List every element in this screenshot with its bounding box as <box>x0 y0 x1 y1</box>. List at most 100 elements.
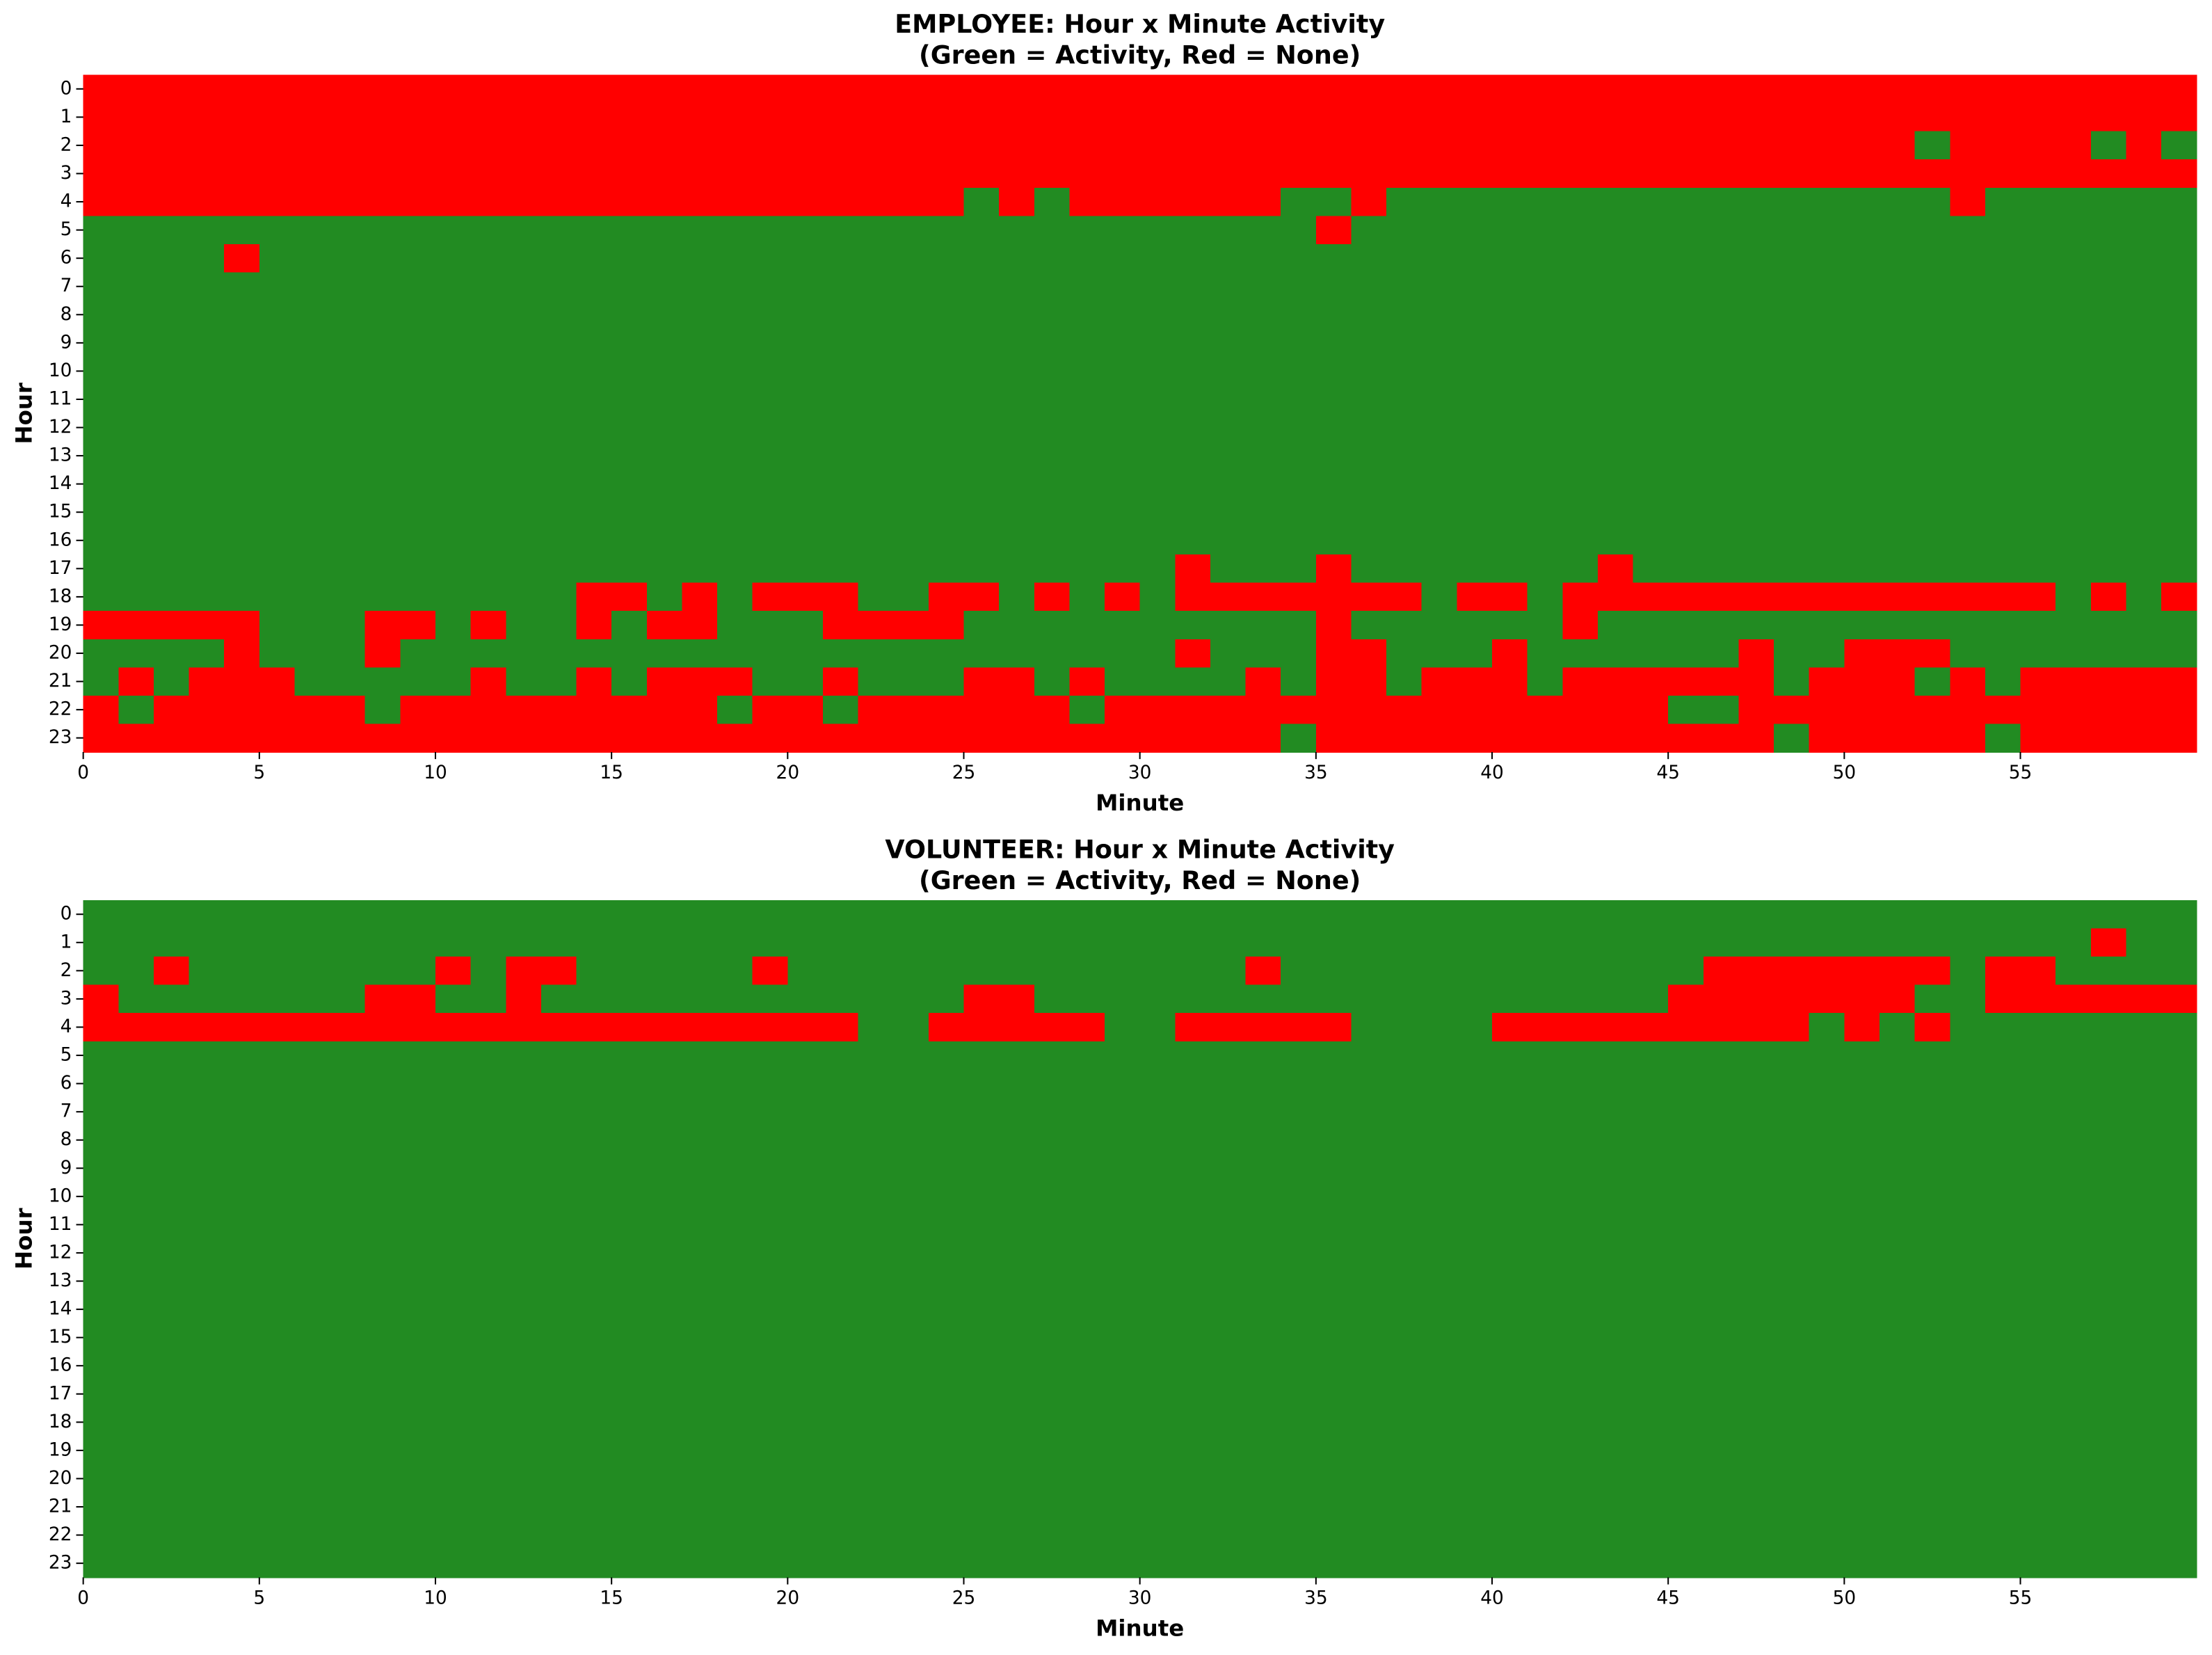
cell <box>153 1351 190 1381</box>
cell <box>1809 1126 1845 1156</box>
cell <box>330 1351 366 1381</box>
cell <box>1492 667 1528 696</box>
cell <box>1703 582 1740 612</box>
cell <box>1774 928 1810 958</box>
cell <box>1809 74 1845 104</box>
cell <box>1774 470 1810 499</box>
cell <box>1457 1182 1493 1212</box>
cell <box>1315 131 1352 161</box>
cell <box>1105 1351 1141 1381</box>
cell <box>1914 667 1951 696</box>
cell <box>400 1521 437 1550</box>
cell <box>83 1041 120 1071</box>
cell <box>2161 216 2197 245</box>
cell <box>189 1380 225 1409</box>
cell <box>2161 103 2197 132</box>
cell <box>1245 695 1282 725</box>
cell <box>1034 667 1071 696</box>
cell <box>400 723 437 753</box>
cell <box>1034 131 1071 161</box>
cell <box>2126 103 2163 132</box>
cell <box>752 1436 789 1466</box>
cell <box>1527 103 1564 132</box>
cell <box>2126 695 2163 725</box>
cell <box>1633 1323 1669 1352</box>
cell <box>1985 1295 2021 1325</box>
cell <box>400 984 437 1014</box>
cell <box>1809 667 1845 696</box>
cell <box>1950 1521 1986 1550</box>
cell <box>1562 1295 1598 1325</box>
cell <box>1069 1126 1106 1156</box>
cell <box>1210 1351 1247 1381</box>
cell <box>858 1013 895 1042</box>
cell <box>682 1351 719 1381</box>
cell <box>1175 470 1211 499</box>
cell <box>330 1380 366 1409</box>
chart-title: VOLUNTEER: Hour x Minute Activity <box>885 834 1395 864</box>
cell <box>1105 1295 1141 1325</box>
cell <box>435 1323 472 1352</box>
cell <box>506 611 542 640</box>
cell <box>2126 470 2163 499</box>
cell <box>1386 723 1422 753</box>
cell <box>787 1069 824 1098</box>
cell <box>1492 695 1528 725</box>
cell <box>1668 1323 1704 1352</box>
cell <box>1139 301 1176 330</box>
cell <box>189 1097 225 1127</box>
x-tick-label: 10 <box>424 762 447 783</box>
cell <box>2055 413 2092 442</box>
cell <box>1879 470 1916 499</box>
cell <box>752 1069 789 1098</box>
cell <box>1562 1153 1598 1183</box>
cell <box>435 1549 472 1578</box>
cell <box>1562 187 1598 217</box>
cell <box>1281 1436 1317 1466</box>
cell <box>893 1351 929 1381</box>
cell <box>1210 1041 1247 1071</box>
cell <box>717 695 753 725</box>
cell <box>1139 1153 1176 1183</box>
cell <box>1562 216 1598 245</box>
cell <box>1421 328 1458 358</box>
cell <box>364 413 401 442</box>
cell <box>928 272 965 302</box>
y-tick-label: 17 <box>49 1383 72 1404</box>
cell <box>1315 1436 1352 1466</box>
cell <box>928 526 965 556</box>
cell <box>928 611 965 640</box>
cell <box>506 103 542 132</box>
cell <box>1809 1380 1845 1409</box>
cell <box>1139 1041 1176 1071</box>
cell <box>364 497 401 527</box>
cell <box>435 554 472 584</box>
cell <box>787 385 824 415</box>
cell <box>435 1097 472 1127</box>
cell <box>1914 639 1951 669</box>
cell <box>364 1041 401 1071</box>
cell <box>540 639 577 669</box>
cell <box>858 984 895 1014</box>
cell <box>294 1041 331 1071</box>
cell <box>1315 1549 1352 1578</box>
cell <box>435 413 472 442</box>
cell <box>364 957 401 986</box>
cell <box>717 1210 753 1240</box>
cell <box>2055 131 2092 161</box>
cell <box>364 1210 401 1240</box>
cell <box>1351 1323 1388 1352</box>
cell <box>1703 1210 1740 1240</box>
cell <box>1492 216 1528 245</box>
cell <box>2161 1126 2197 1156</box>
cell <box>470 1238 507 1268</box>
x-axis-label: Minute <box>1096 1615 1184 1641</box>
cell <box>752 1182 789 1212</box>
cell <box>752 413 789 442</box>
y-tick-label: 19 <box>49 1439 72 1460</box>
cell <box>259 187 296 217</box>
cell <box>1774 216 1810 245</box>
cell <box>1914 1153 1951 1183</box>
cell <box>1738 723 1775 753</box>
cell <box>1245 301 1282 330</box>
